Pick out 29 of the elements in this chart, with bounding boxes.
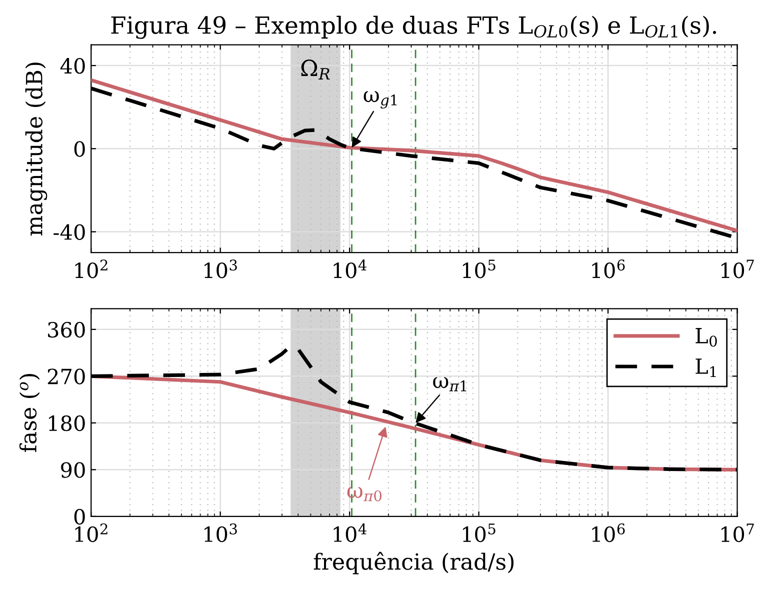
- annotation: ω$_{g1}$: [364, 91, 397, 109]
- y-tick-label: 0: [74, 508, 85, 525]
- y-tick-label: 90: [61, 462, 85, 478]
- x-tick-label: 10$^{4}$: [334, 523, 366, 542]
- annotation: ω$_{π1}$: [433, 377, 466, 392]
- band-label: Ω$_{R}$: [301, 60, 330, 80]
- x-tick-label: 10$^{5}$: [463, 524, 496, 542]
- y-tick-label: 270: [48, 368, 85, 384]
- x-tick-label: 10$^{2}$: [75, 260, 108, 278]
- legend-label: L$_{0}$: [696, 328, 717, 347]
- y-tick-label: 40: [60, 58, 85, 74]
- x-tick-label: 10$^{5}$: [463, 260, 496, 278]
- x-tick-label: 10$^{3}$: [204, 523, 237, 542]
- x-tick-label: 10$^{7}$: [721, 524, 754, 542]
- y-tick-label: 180: [49, 415, 85, 432]
- y-axis-title: fase ($^{o}$): [19, 374, 40, 452]
- x-tick-label: 10$^{6}$: [592, 523, 625, 542]
- x-tick-label: 10$^{4}$: [334, 260, 366, 278]
- x-tick-label: 10$^{6}$: [592, 260, 625, 278]
- chart-title: Figura 49 – Exemplo de duas FTs L$_{OL0}$(s) e L$_{OL1}$(s).: [111, 16, 716, 39]
- legend-label: L$_{1}$: [696, 358, 716, 378]
- y-tick-label: 360: [48, 322, 85, 338]
- x-tick-label: 10$^{7}$: [721, 260, 754, 278]
- x-axis-title: frequência (rad/s): [314, 552, 514, 574]
- y-tick-label: 0: [74, 141, 85, 157]
- x-tick-label: 10$^{3}$: [204, 260, 237, 278]
- annotation: ω$_{π0}$: [347, 487, 382, 502]
- y-tick-label: -40: [54, 224, 85, 240]
- y-axis-title: magnitude (dB): [25, 62, 48, 236]
